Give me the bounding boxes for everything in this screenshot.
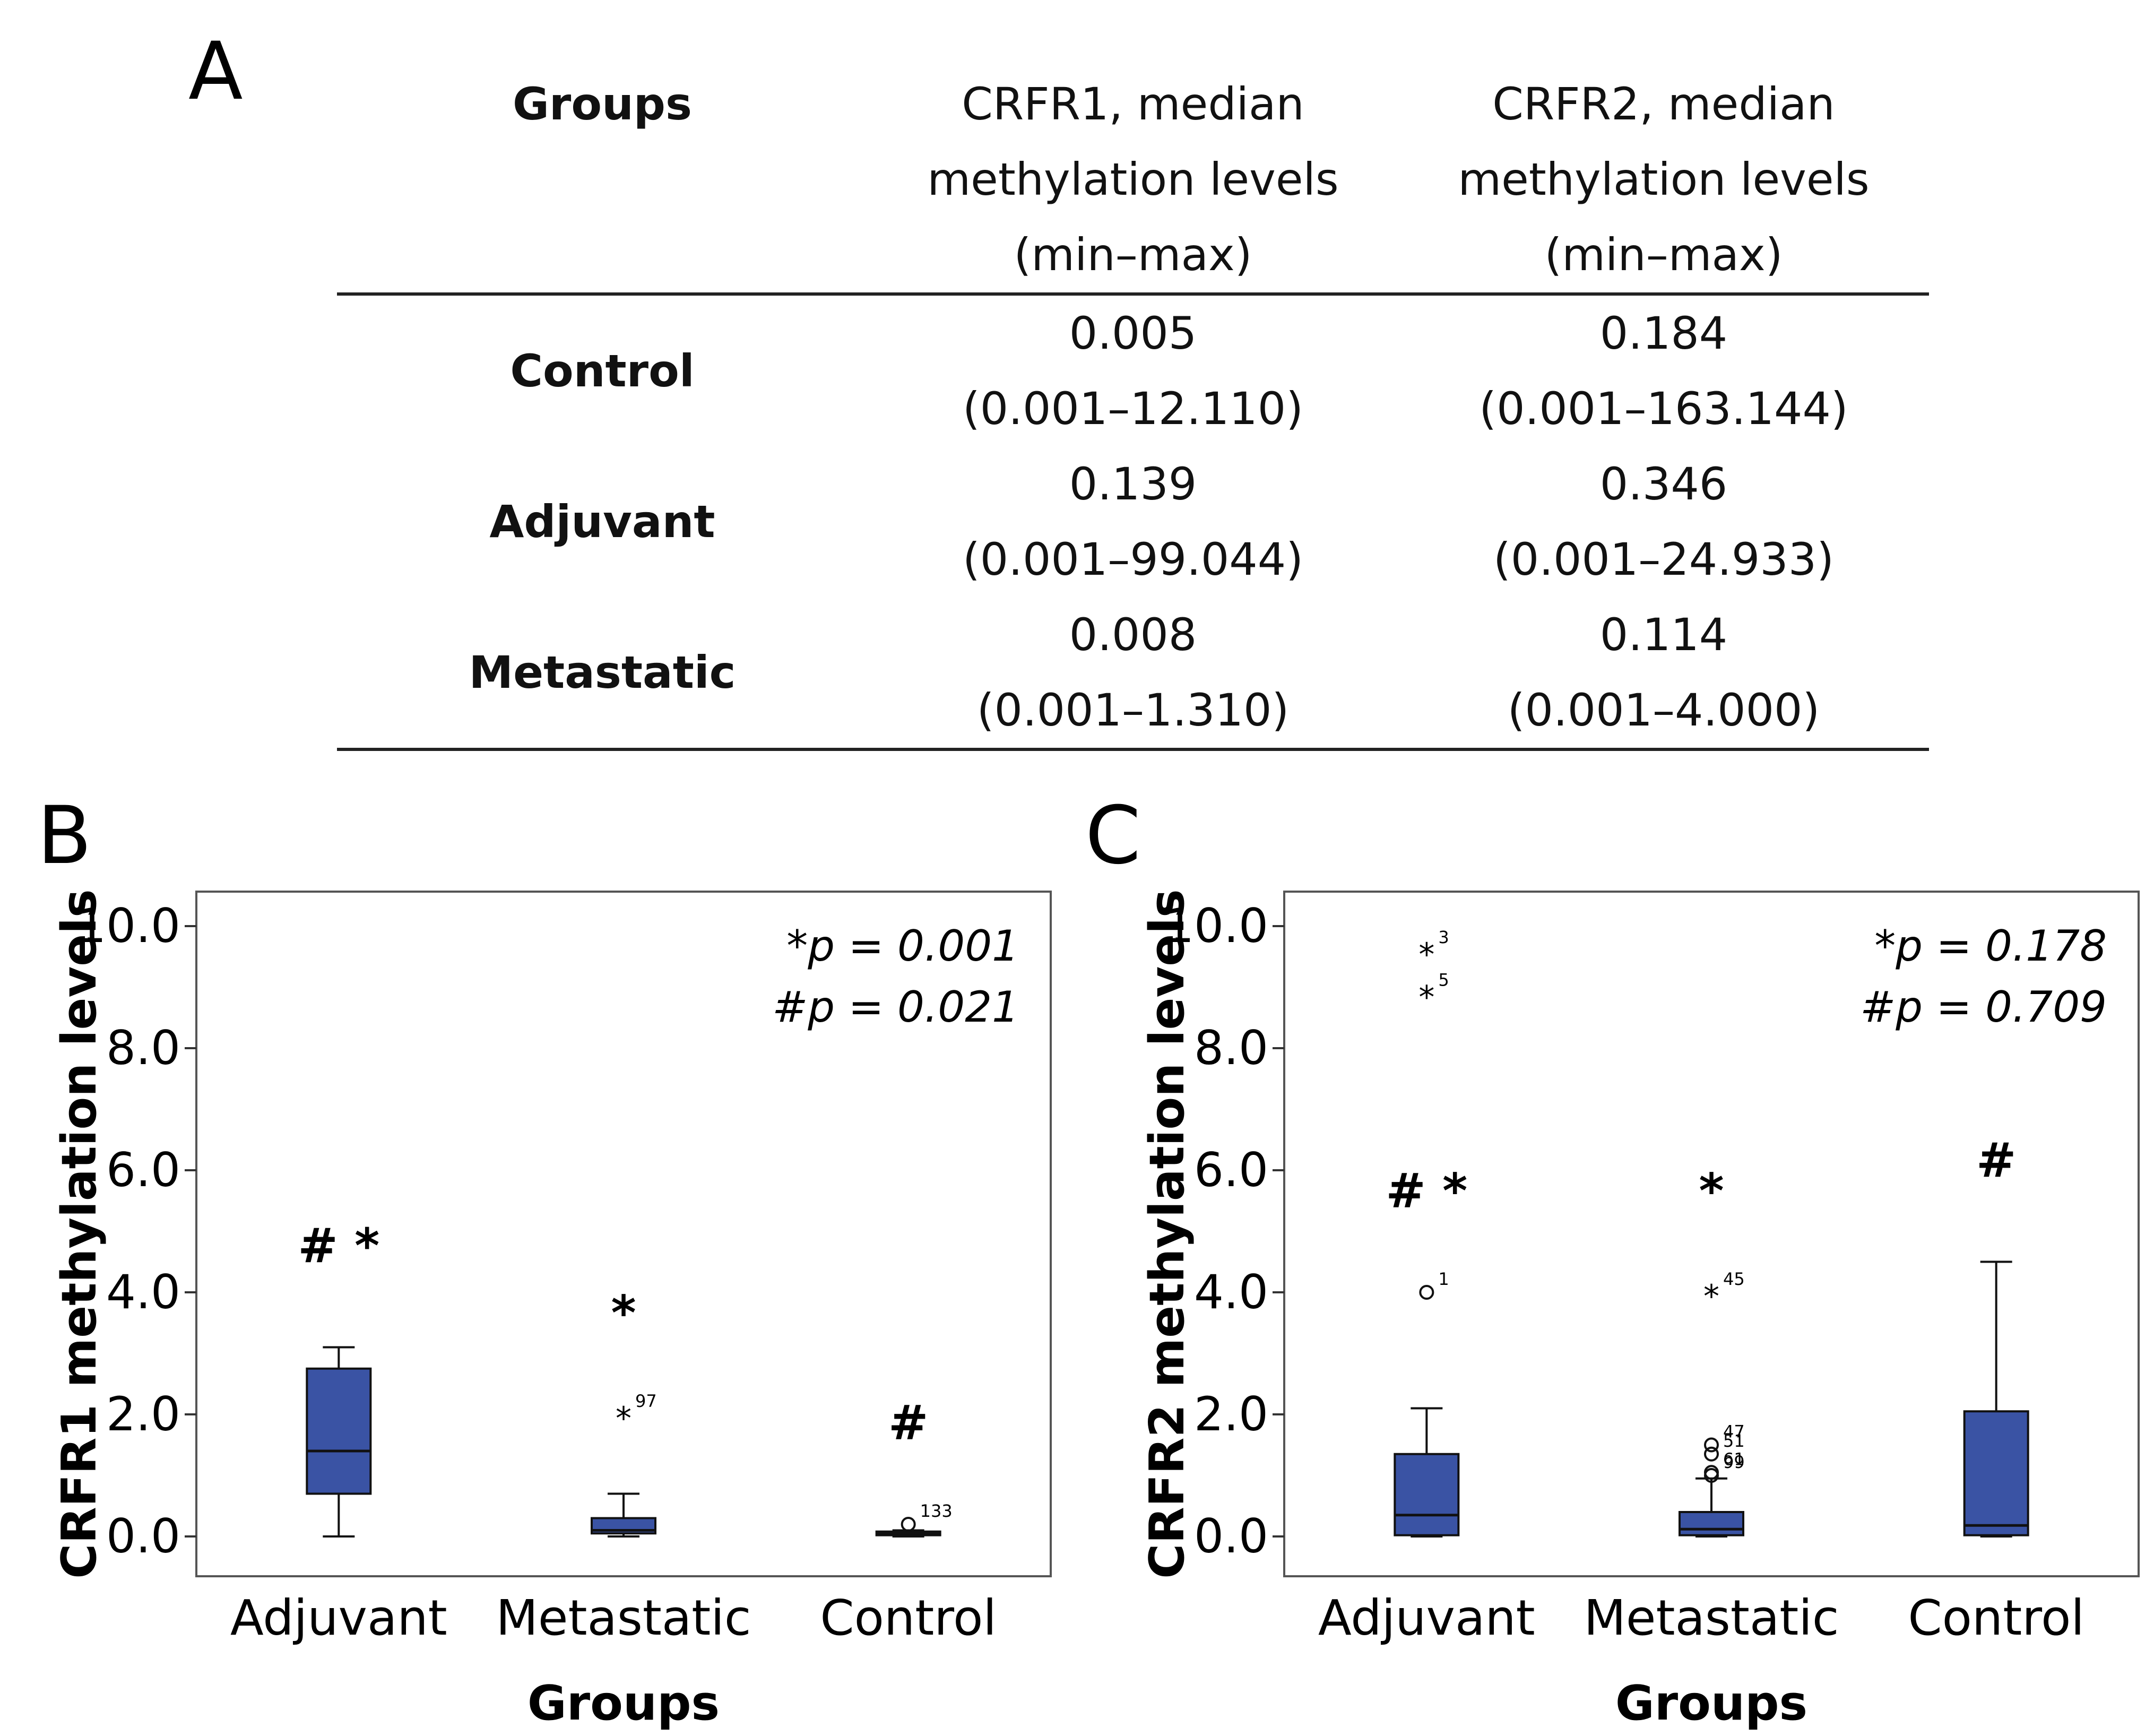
outlier-label: 3: [1438, 927, 1449, 947]
y-tick-label: 10.0: [1164, 899, 1268, 953]
significance-mark: #: [888, 1395, 928, 1451]
x-category-label: Adjuvant: [230, 1590, 447, 1646]
outlier-circle: [1704, 1465, 1719, 1480]
outlier-label: 47: [1723, 1422, 1745, 1442]
header-groups: Groups: [337, 66, 868, 296]
y-tick-label: 2.0: [106, 1387, 180, 1441]
outlier-circle: [1419, 1285, 1434, 1300]
outlier-circle: [901, 1517, 916, 1532]
header-crfr1-line: (min–max): [1014, 229, 1252, 281]
x-axis-title: Groups: [1615, 1675, 1807, 1731]
header-crfr2-line: (min–max): [1544, 229, 1783, 281]
p-value-annotation: #p = 0.709: [1860, 982, 2107, 1032]
outlier-star: *: [1418, 936, 1434, 973]
box-control: [1963, 1410, 2029, 1536]
y-axis-title: CRFR2 methylation levels: [1139, 889, 1195, 1578]
significance-mark: *: [611, 1285, 636, 1341]
y-tick-label: 0.0: [106, 1509, 180, 1564]
crfr1-cell: 0.008 (0.001–1.310): [868, 597, 1398, 751]
crfr2-cell: 0.114 (0.001–4.000): [1398, 597, 1929, 751]
outlier-star: *: [1418, 979, 1434, 1016]
crfr2-range: (0.001–24.933): [1493, 533, 1834, 585]
y-tick-label: 8.0: [106, 1021, 180, 1075]
significance-mark: #: [1976, 1133, 2016, 1189]
p-value-annotation: *p = 0.001: [786, 921, 1019, 971]
outlier-label: 99: [1723, 1452, 1745, 1472]
significance-mark: # *: [1386, 1163, 1467, 1219]
y-tick-label: 8.0: [1194, 1021, 1268, 1075]
crfr1-cell: 0.005 (0.001–12.110): [868, 294, 1398, 446]
header-crfr1: CRFR1, median methylation levels (min–ma…: [868, 66, 1398, 296]
group-cell: Adjuvant: [489, 496, 715, 548]
outlier-label: 133: [920, 1501, 953, 1521]
header-crfr1-line: CRFR1, median: [962, 78, 1304, 130]
crfr2-cell: 0.346 (0.001–24.933): [1398, 446, 1929, 597]
table-row: Metastatic 0.008 (0.001–1.310) 0.114 (0.…: [337, 597, 1929, 751]
box-adjuvant: [1394, 1453, 1460, 1536]
outlier-label: 45: [1723, 1269, 1745, 1289]
y-tick-label: 2.0: [1194, 1387, 1268, 1441]
y-tick-label: 0.0: [1194, 1509, 1268, 1564]
x-category-label: Adjuvant: [1318, 1590, 1535, 1646]
crfr1-range: (0.001–1.310): [976, 684, 1290, 736]
y-tick-label: 6.0: [1194, 1143, 1268, 1197]
header-crfr2: CRFR2, median methylation levels (min–ma…: [1398, 66, 1929, 296]
y-tick-label: 4.0: [1194, 1265, 1268, 1319]
outlier-circle: [1704, 1446, 1719, 1462]
p-value-annotation: #p = 0.021: [772, 982, 1019, 1032]
outlier-label: 5: [1438, 970, 1449, 990]
box-adjuvant: [306, 1367, 372, 1495]
significance-mark: # *: [298, 1219, 379, 1274]
group-cell: Metastatic: [337, 597, 868, 751]
table-row: Control 0.005 (0.001–12.110) 0.184 (0.00…: [337, 294, 1929, 446]
crfr2-median: 0.346: [1599, 458, 1728, 510]
crfr2-median: 0.114: [1599, 609, 1728, 661]
crfr1-median: 0.005: [1069, 307, 1197, 359]
p-value-annotation: *p = 0.178: [1874, 921, 2107, 971]
median-methylation-table: Groups CRFR1, median methylation levels …: [337, 66, 1929, 751]
panel-label-a: A: [188, 25, 243, 118]
box-metastatic: [1679, 1511, 1744, 1536]
outlier-label: 61: [1723, 1449, 1745, 1469]
x-axis-title: Groups: [527, 1675, 720, 1731]
outlier-label: 97: [635, 1391, 657, 1411]
plot-frame: [195, 891, 1052, 1577]
significance-mark: *: [1699, 1163, 1724, 1219]
header-crfr2-line: methylation levels: [1458, 153, 1870, 205]
crfr2-range: (0.001–4.000): [1507, 684, 1820, 736]
x-category-label: Control: [820, 1590, 997, 1646]
table-header-row: Groups CRFR1, median methylation levels …: [337, 66, 1929, 296]
panel-label-b: B: [37, 790, 92, 882]
panel-label-c: C: [1085, 790, 1141, 882]
crfr2-cell: 0.184 (0.001–163.144): [1398, 294, 1929, 446]
group-cell: Control: [510, 345, 695, 397]
x-category-label: Metastatic: [496, 1590, 751, 1646]
crfr1-median: 0.008: [1069, 609, 1197, 661]
x-category-label: Control: [1908, 1590, 2084, 1646]
header-crfr2-line: CRFR2, median: [1492, 78, 1835, 130]
outlier-star: *: [1703, 1278, 1719, 1315]
crfr1-cell: 0.139 (0.001–99.044): [868, 446, 1398, 597]
crfr1-range: (0.001–12.110): [963, 383, 1303, 435]
y-tick-label: 6.0: [106, 1143, 180, 1197]
y-tick-label: 4.0: [106, 1265, 180, 1319]
crfr1-median: 0.139: [1069, 458, 1197, 510]
y-axis-title: CRFR1 methylation levels: [51, 889, 107, 1578]
x-category-label: Metastatic: [1584, 1590, 1839, 1646]
outlier-star: *: [616, 1400, 632, 1437]
outlier-circle: [1704, 1437, 1719, 1453]
crfr2-range: (0.001–163.144): [1479, 383, 1848, 435]
plot-frame: [1283, 891, 2140, 1577]
table-row: Adjuvant 0.139 (0.001–99.044) 0.346 (0.0…: [337, 446, 1929, 597]
outlier-label: 51: [1723, 1431, 1745, 1451]
methylation-table: Groups CRFR1, median methylation levels …: [337, 66, 1929, 751]
crfr1-range: (0.001–99.044): [963, 533, 1303, 585]
y-tick-label: 10.0: [76, 899, 180, 953]
crfr2-median: 0.184: [1599, 307, 1728, 359]
outlier-label: 1: [1438, 1269, 1449, 1289]
header-crfr1-line: methylation levels: [927, 153, 1339, 205]
